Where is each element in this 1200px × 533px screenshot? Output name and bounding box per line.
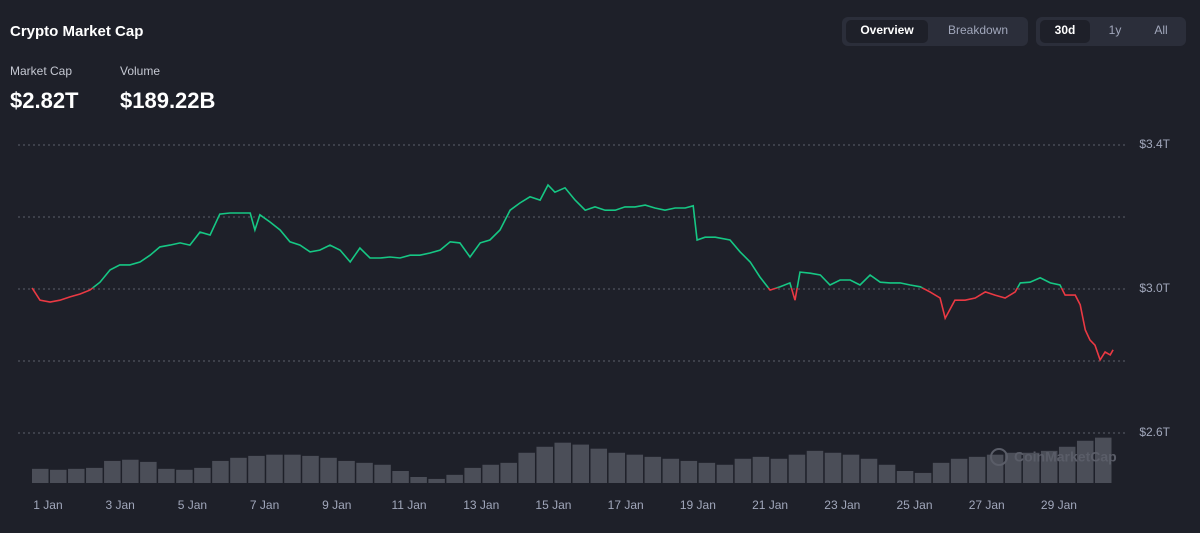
volume-bar xyxy=(662,458,680,483)
x-tick-label: 21 Jan xyxy=(752,498,788,512)
y-tick-label: $3.4T xyxy=(1139,137,1170,151)
x-tick-label: 19 Jan xyxy=(680,498,716,512)
stat-label: Market Cap xyxy=(10,64,72,78)
volume-bar xyxy=(68,468,85,483)
x-tick-label: 23 Jan xyxy=(824,498,860,512)
y-tick-label: $3.0T xyxy=(1139,281,1170,295)
line-up xyxy=(32,183,1063,288)
volume-bar xyxy=(572,444,590,483)
volume-bar xyxy=(284,454,301,483)
volume-bar xyxy=(482,464,499,483)
volume-bar xyxy=(50,469,67,483)
volume-bar xyxy=(770,458,788,483)
volume-bar xyxy=(734,458,752,483)
volume-bar xyxy=(230,457,247,483)
volume-bar xyxy=(1040,450,1058,483)
x-tick-label: 1 Jan xyxy=(33,498,62,512)
volume-bar xyxy=(1058,446,1076,483)
volume-bar xyxy=(806,450,824,483)
watermark-logo xyxy=(990,448,1008,466)
tab[interactable]: Overview xyxy=(860,23,914,37)
range[interactable]: 1y xyxy=(1109,23,1122,37)
volume-bar xyxy=(338,460,355,483)
x-tick-label: 29 Jan xyxy=(1041,498,1077,512)
volume-bar xyxy=(932,462,950,483)
volume-bar xyxy=(680,460,698,483)
volume-bar xyxy=(428,478,445,483)
volume-bar xyxy=(392,471,409,483)
y-tick-label: $2.6T xyxy=(1139,425,1170,439)
x-tick-label: 25 Jan xyxy=(896,498,932,512)
volume-bar xyxy=(446,474,463,483)
x-tick-label: 27 Jan xyxy=(969,498,1005,512)
stat-value: $2.82T xyxy=(10,88,79,113)
volume-bar xyxy=(644,456,662,483)
volume-bar xyxy=(536,446,553,483)
x-tick-label: 5 Jan xyxy=(178,498,207,512)
x-tick-label: 15 Jan xyxy=(535,498,571,512)
volume-bar xyxy=(896,471,914,483)
volume-bar xyxy=(554,442,571,483)
range[interactable]: 30d xyxy=(1055,23,1076,37)
volume-bar xyxy=(356,462,373,483)
volume-bar xyxy=(248,455,265,483)
volume-bar xyxy=(716,464,734,483)
stat-value: $189.22B xyxy=(120,88,215,113)
volume-bar xyxy=(590,448,608,483)
x-tick-label: 11 Jan xyxy=(391,498,426,512)
volume-bar xyxy=(518,452,535,483)
volume-bar xyxy=(500,462,517,483)
stat-label: Volume xyxy=(120,64,160,78)
volume-bar xyxy=(968,456,986,483)
volume-bar xyxy=(1076,440,1094,483)
volume-bar xyxy=(752,456,770,483)
volume-bar xyxy=(158,468,175,483)
line-down xyxy=(31,287,1114,362)
volume-bar xyxy=(914,472,932,483)
volume-bar xyxy=(626,454,644,483)
volume-bar xyxy=(194,467,211,483)
tab-active[interactable] xyxy=(846,20,928,43)
range-active[interactable] xyxy=(1040,20,1090,43)
volume-bar xyxy=(1022,452,1040,483)
volume-bar xyxy=(86,467,103,483)
volume-bar xyxy=(608,452,626,483)
volume-bar xyxy=(320,457,337,483)
volume-bar xyxy=(860,458,878,483)
x-tick-label: 17 Jan xyxy=(608,498,644,512)
volume-bar xyxy=(266,454,283,483)
volume-bar xyxy=(374,464,391,483)
volume-bar xyxy=(824,452,842,483)
volume-bar xyxy=(950,458,968,483)
title: Crypto Market Cap xyxy=(10,23,143,40)
volume-bar xyxy=(842,454,860,483)
volume-bar xyxy=(32,468,49,483)
watermark: CoinMarketCap xyxy=(1014,449,1117,465)
volume-bar xyxy=(878,464,896,483)
x-tick-label: 7 Jan xyxy=(250,498,279,512)
volume-bar xyxy=(788,454,806,483)
tab[interactable]: Breakdown xyxy=(948,23,1008,37)
volume-bar xyxy=(1094,437,1112,483)
volume-bar xyxy=(212,460,229,483)
volume-bar xyxy=(122,459,139,483)
volume-bar xyxy=(104,460,121,483)
volume-bar xyxy=(140,461,157,483)
volume-bar xyxy=(302,455,319,483)
volume-bar xyxy=(176,469,193,483)
volume-bar xyxy=(464,467,481,483)
volume-bar xyxy=(410,477,427,483)
x-tick-label: 3 Jan xyxy=(105,498,134,512)
x-tick-label: 9 Jan xyxy=(322,498,351,512)
x-tick-label: 13 Jan xyxy=(463,498,499,512)
volume-bar xyxy=(1004,452,1022,483)
volume-bar xyxy=(698,462,716,483)
range[interactable]: All xyxy=(1154,23,1167,37)
volume-bar xyxy=(986,454,1004,483)
